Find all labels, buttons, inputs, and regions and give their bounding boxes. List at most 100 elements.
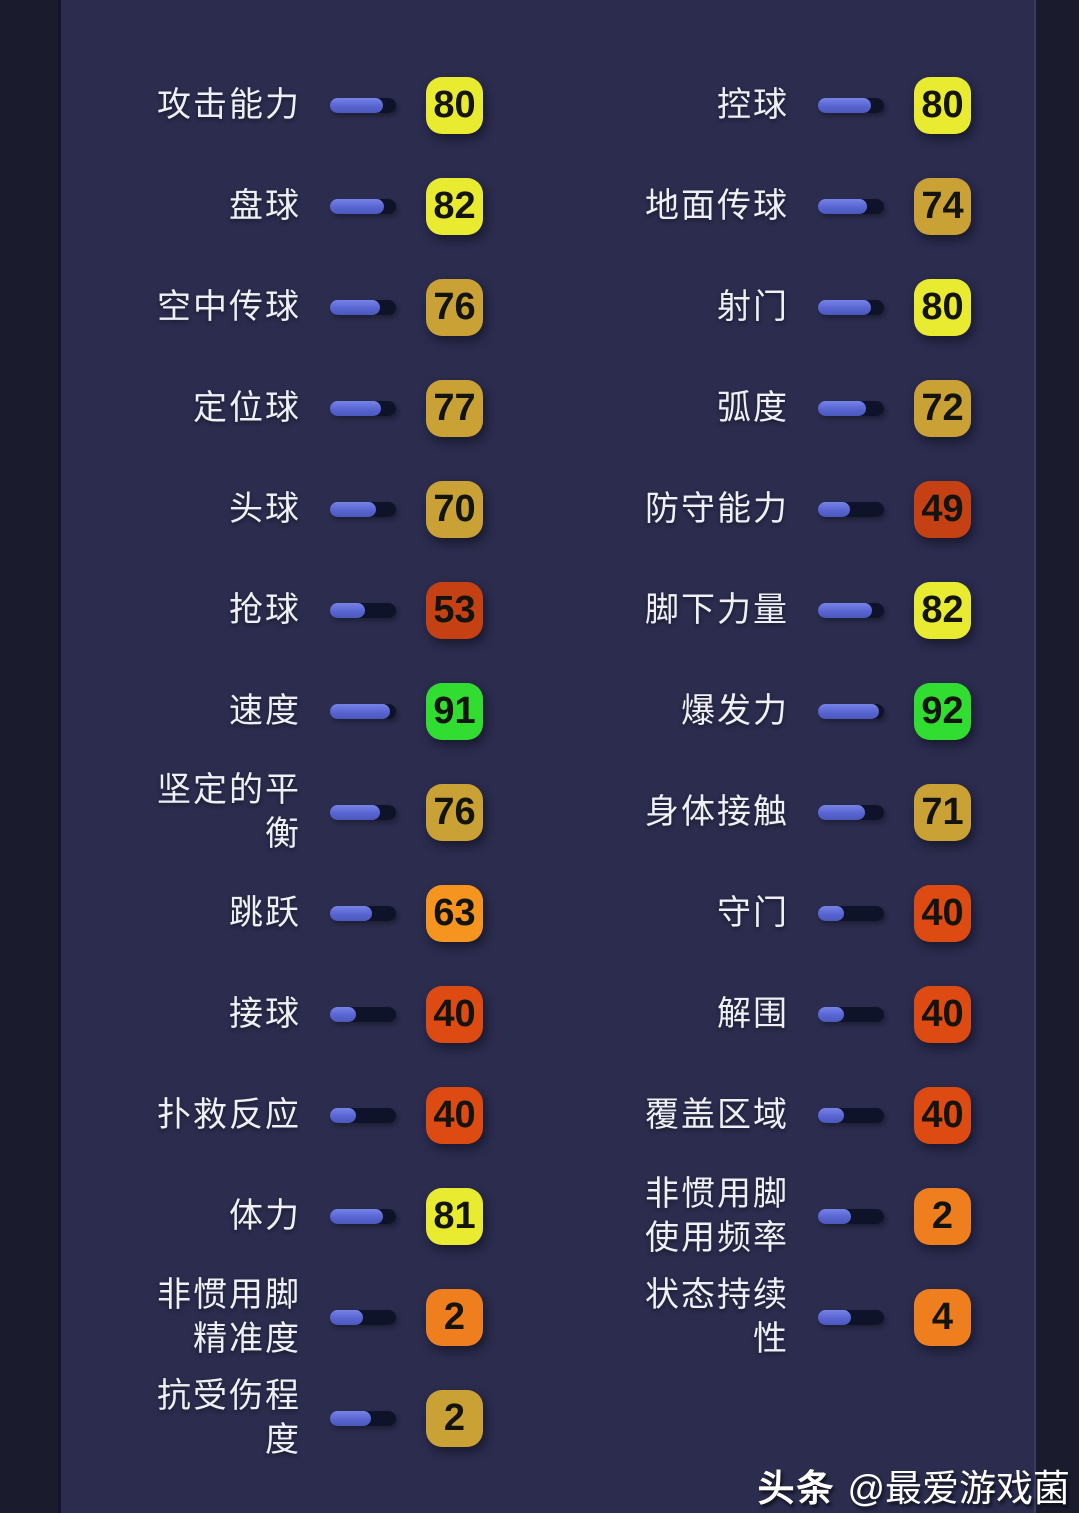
stats-column-right: 控球 80 地面传球 74 射门 80 弧度 72 防守能力 49 脚下力量 xyxy=(548,55,971,1368)
stat-value-badge: 82 xyxy=(914,582,971,639)
stat-bar-fill xyxy=(818,300,871,315)
stat-value-badge: 80 xyxy=(914,279,971,336)
stat-bar-fill xyxy=(818,1310,851,1325)
stat-row: 弧度 72 xyxy=(548,358,971,459)
stat-bar xyxy=(818,401,884,416)
stat-row: 头球 70 xyxy=(60,459,483,560)
stat-bar-fill xyxy=(330,502,377,517)
stat-bar xyxy=(330,906,396,921)
stat-row: 非惯用脚精准度 2 xyxy=(60,1267,483,1368)
stat-row: 速度 91 xyxy=(60,661,483,762)
stat-bar-fill xyxy=(330,300,381,315)
stat-bar xyxy=(330,1411,396,1426)
stat-bar-fill xyxy=(818,805,865,820)
stat-label: 非惯用脚使用频率 xyxy=(645,1174,789,1257)
stat-value-badge: 40 xyxy=(426,986,483,1043)
stat-row: 解围 40 xyxy=(548,964,971,1065)
stat-label: 盘球 xyxy=(229,186,301,225)
stat-value-badge: 77 xyxy=(426,380,483,437)
stat-label: 攻击能力 xyxy=(157,85,301,124)
stat-row: 体力 81 xyxy=(60,1166,483,1267)
stat-bar xyxy=(330,704,396,719)
stat-value-badge: 74 xyxy=(914,178,971,235)
stat-bar xyxy=(330,401,396,416)
stat-bar-fill xyxy=(330,603,365,618)
stat-row: 脚下力量 82 xyxy=(548,560,971,661)
stat-label: 坚定的平衡 xyxy=(157,770,301,853)
stat-value-badge: 40 xyxy=(914,1087,971,1144)
stat-bar xyxy=(330,300,396,315)
stat-value-badge: 91 xyxy=(426,683,483,740)
stat-row: 身体接触 71 xyxy=(548,762,971,863)
stat-value-badge: 4 xyxy=(914,1289,971,1346)
stat-label: 状态持续性 xyxy=(645,1275,789,1358)
stat-label: 定位球 xyxy=(193,388,301,427)
stat-label: 地面传球 xyxy=(645,186,789,225)
stat-label: 防守能力 xyxy=(645,489,789,528)
stat-bar xyxy=(330,805,396,820)
stat-label: 扑救反应 xyxy=(157,1095,301,1134)
stat-value-badge: 71 xyxy=(914,784,971,841)
stat-label: 抢球 xyxy=(229,590,301,629)
stat-label: 覆盖区域 xyxy=(645,1095,789,1134)
stat-label: 解围 xyxy=(717,994,789,1033)
stat-label: 脚下力量 xyxy=(645,590,789,629)
stat-bar-fill xyxy=(818,906,845,921)
stat-value-badge: 82 xyxy=(426,178,483,235)
stat-bar xyxy=(818,502,884,517)
stat-bar xyxy=(330,502,396,517)
stat-bar-fill xyxy=(330,1310,363,1325)
stat-bar xyxy=(818,98,884,113)
watermark-brand: 头条 xyxy=(757,1468,836,1509)
stat-bar xyxy=(818,906,884,921)
stat-label: 非惯用脚精准度 xyxy=(157,1275,301,1358)
watermark-handle: @最爱游戏菌 xyxy=(847,1468,1070,1509)
stat-bar-fill xyxy=(330,805,381,820)
player-stats-panel[interactable] xyxy=(58,0,1036,1513)
stat-value-badge: 92 xyxy=(914,683,971,740)
stat-value-badge: 40 xyxy=(914,986,971,1043)
stat-label: 抗受伤程度 xyxy=(157,1376,301,1459)
stat-label: 身体接触 xyxy=(645,792,789,831)
stat-bar-fill xyxy=(330,98,383,113)
stat-bar-fill xyxy=(818,1007,845,1022)
stat-row: 扑救反应 40 xyxy=(60,1065,483,1166)
stat-bar xyxy=(818,1007,884,1022)
stat-bar-fill xyxy=(818,199,867,214)
stat-bar-fill xyxy=(818,1108,845,1123)
stat-bar xyxy=(330,1209,396,1224)
stat-bar xyxy=(818,1310,884,1325)
stat-bar xyxy=(818,805,884,820)
stat-value-badge: 70 xyxy=(426,481,483,538)
stat-value-badge: 76 xyxy=(426,279,483,336)
stat-label: 跳跃 xyxy=(229,893,301,932)
stat-bar-fill xyxy=(818,502,851,517)
stat-row: 爆发力 92 xyxy=(548,661,971,762)
stats-column-left: 攻击能力 80 盘球 82 空中传球 76 定位球 77 头球 70 抢球 xyxy=(60,55,483,1469)
stat-bar xyxy=(330,1310,396,1325)
watermark: 头条 @最爱游戏菌 xyxy=(757,1458,1070,1512)
stat-value-badge: 53 xyxy=(426,582,483,639)
stat-bar-fill xyxy=(818,603,873,618)
stat-row: 空中传球 76 xyxy=(60,257,483,358)
stat-bar-fill xyxy=(818,704,879,719)
stat-bar-fill xyxy=(330,199,385,214)
stat-label: 空中传球 xyxy=(157,287,301,326)
stat-bar xyxy=(330,1007,396,1022)
stat-label: 速度 xyxy=(229,691,301,730)
stat-bar xyxy=(818,1209,884,1224)
stat-row: 状态持续性 4 xyxy=(548,1267,971,1368)
stat-bar xyxy=(818,199,884,214)
stat-value-badge: 63 xyxy=(426,885,483,942)
stat-label: 射门 xyxy=(717,287,789,326)
stat-bar xyxy=(818,704,884,719)
stat-bar-fill xyxy=(330,906,372,921)
stat-row: 跳跃 63 xyxy=(60,863,483,964)
stat-row: 非惯用脚使用频率 2 xyxy=(548,1166,971,1267)
stat-label: 接球 xyxy=(229,994,301,1033)
stat-label: 弧度 xyxy=(717,388,789,427)
stat-row: 地面传球 74 xyxy=(548,156,971,257)
stat-label: 体力 xyxy=(229,1196,301,1235)
stat-row: 接球 40 xyxy=(60,964,483,1065)
stat-label: 爆发力 xyxy=(681,691,789,730)
